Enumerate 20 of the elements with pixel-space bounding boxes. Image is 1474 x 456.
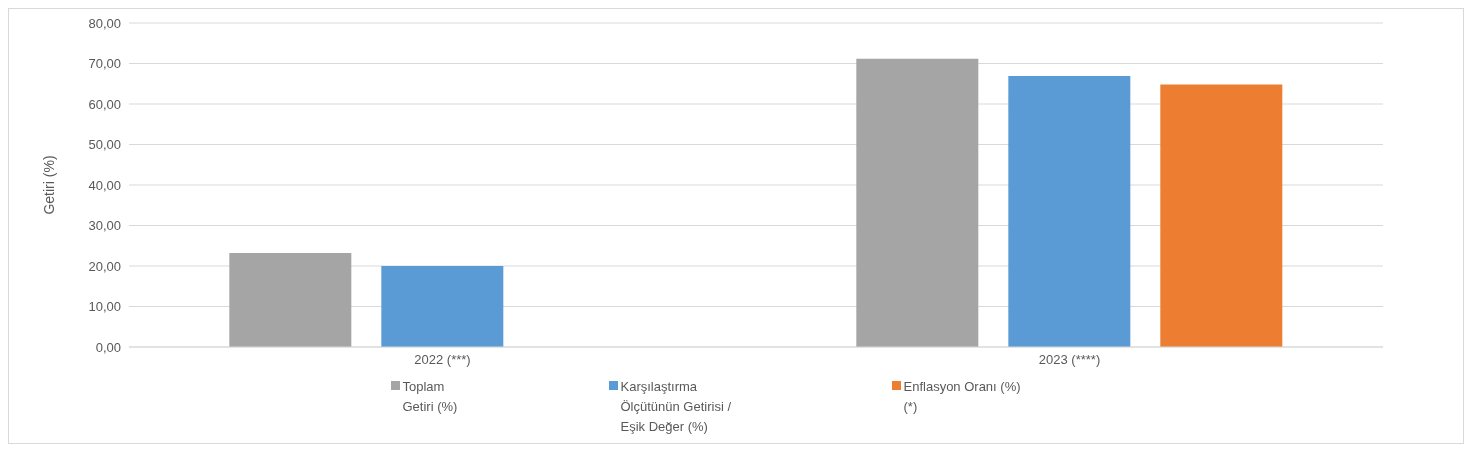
y-tick-label: 10,00 — [88, 299, 121, 315]
y-tick-label: 20,00 — [88, 258, 121, 274]
bar — [856, 58, 979, 347]
bar — [229, 253, 352, 347]
bar — [381, 266, 504, 347]
y-tick-label: 40,00 — [88, 177, 121, 193]
bar — [1008, 76, 1131, 347]
y-tick-label: 50,00 — [88, 137, 121, 153]
x-tick-label: 2022 (***) — [414, 352, 471, 368]
legend-label: Enflasyon Oranı (%) (*) — [903, 378, 1022, 416]
legend-label: Toplam Getiri (%) — [402, 378, 459, 416]
y-tick-label: 80,00 — [88, 15, 121, 31]
x-tick-label: 2023 (****) — [1038, 352, 1101, 368]
y-tick-label: 70,00 — [88, 56, 121, 72]
y-tick-label: 30,00 — [88, 218, 121, 234]
y-axis-title: Getiri (%) — [40, 155, 57, 215]
legend-label: Karşılaştırma Ölçütünün Getirisi / Eşik Değer (%) — [620, 378, 733, 436]
y-tick-label: 0,00 — [95, 339, 121, 355]
bar — [1160, 84, 1283, 347]
y-tick-label: 60,00 — [88, 96, 121, 112]
